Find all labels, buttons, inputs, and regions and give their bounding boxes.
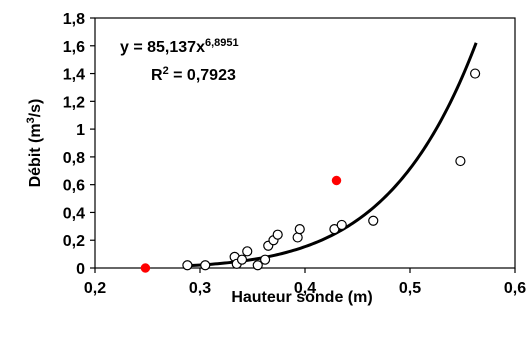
x-tick-label: 0,5: [399, 280, 421, 297]
y-axis-title-end: /s): [27, 99, 44, 118]
y-tick-label: 0,2: [63, 233, 85, 250]
r2-main: R: [151, 67, 163, 84]
data-points: [140, 68, 481, 273]
y-axis-title: Débit (m3/s): [25, 99, 44, 188]
data-point-open: [260, 254, 271, 265]
data-point-open: [455, 155, 466, 167]
x-tick-label: 0,3: [189, 280, 211, 297]
y-tick-marks: [90, 17, 95, 269]
y-tick-label: 0,8: [63, 150, 85, 167]
y-tick-label: 0,4: [63, 205, 85, 222]
equation-main: y = 85,137x: [120, 39, 205, 56]
regression-equation: y = 85,137x6,8951: [120, 37, 239, 56]
data-point-open: [470, 68, 481, 79]
y-tick-label: 1,4: [63, 67, 85, 84]
x-tick-label: 0,4: [294, 280, 316, 297]
x-axis-title: Hauteur sonde (m): [231, 289, 372, 306]
x-tick-label: 0,2: [84, 280, 106, 297]
y-tick-label: 0,6: [63, 178, 85, 195]
y-tick-label: 1,2: [63, 94, 85, 111]
y-tick-label: 0: [76, 261, 85, 278]
data-point-open: [294, 224, 305, 235]
y-axis-title-main: Débit (m: [27, 123, 44, 187]
y-tick-labels: 0 0,2 0,4 0,6 0,8 1 1,2 1,4 1,6 1,8: [63, 11, 85, 278]
data-point-red: [140, 263, 151, 273]
data-point-open: [182, 260, 193, 271]
y-tick-label: 1: [76, 122, 85, 139]
plot-frame: [94, 17, 516, 269]
y-tick-label: 1,6: [63, 39, 85, 56]
data-point-red: [331, 175, 342, 186]
data-point-open: [272, 229, 283, 240]
data-point-open: [336, 219, 347, 231]
equation-exponent: 6,8951: [205, 37, 239, 49]
data-point-open: [292, 232, 303, 243]
x-tick-labels: 0,2 0,3 0,4 0,5 0,6: [84, 280, 526, 297]
data-point-open: [368, 215, 379, 226]
data-point-open: [200, 260, 211, 271]
y-tick-label: 1,8: [63, 11, 85, 28]
x-tick-marks: [94, 268, 516, 273]
x-tick-label: 0,6: [504, 280, 526, 297]
data-point-open: [242, 246, 253, 257]
r-squared: R2 = 0,7923: [151, 65, 236, 84]
r2-sup: 2: [163, 65, 169, 77]
y-axis-title-sup: 3: [25, 117, 37, 123]
data-point-open: [236, 254, 248, 265]
r2-value: = 0,7923: [169, 67, 236, 84]
data-point-open: [252, 260, 263, 271]
